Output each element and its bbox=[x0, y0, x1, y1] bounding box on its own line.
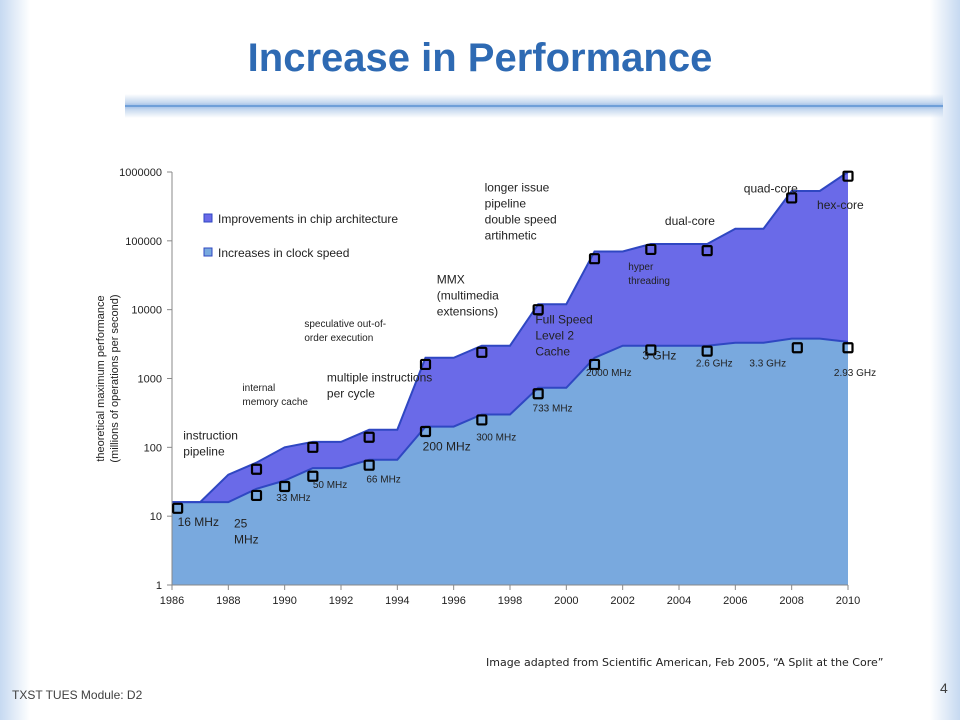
x-tick-label: 1998 bbox=[498, 595, 522, 607]
annotation-label: pipeline bbox=[485, 197, 527, 211]
annotation-label: per cycle bbox=[327, 387, 375, 401]
annotation-label: Level 2 bbox=[535, 328, 574, 342]
x-tick-label: 2000 bbox=[554, 595, 578, 607]
annotation-label: 200 MHz bbox=[423, 439, 471, 453]
legend-entry: Increases in clock speed bbox=[218, 246, 349, 260]
annotation-label: MMX bbox=[437, 272, 465, 286]
data-marker bbox=[476, 414, 488, 426]
clock-speed-area bbox=[172, 338, 848, 585]
y-tick-label: 10 bbox=[150, 511, 162, 523]
legend-swatch bbox=[203, 247, 213, 257]
annotation-label: 3 GHz bbox=[642, 348, 676, 362]
annotation-label: 2000 MHz bbox=[586, 368, 632, 379]
annotation-label: hyper bbox=[628, 262, 654, 273]
architecture-boundary-line bbox=[172, 171, 849, 504]
clock-speed-boundary-line bbox=[172, 337, 849, 504]
annotation-label: pipeline bbox=[183, 444, 225, 458]
data-marker bbox=[701, 345, 713, 357]
annotation-label: instruction bbox=[183, 428, 238, 442]
y-tick-label: 100000 bbox=[125, 236, 162, 248]
annotation-label: extensions) bbox=[437, 304, 498, 318]
legend-entry: Improvements in chip architecture bbox=[218, 212, 398, 226]
data-marker bbox=[588, 253, 601, 265]
annotation-label: 25 bbox=[234, 517, 248, 531]
data-marker bbox=[842, 342, 854, 354]
annotation-label: artihmetic bbox=[485, 229, 537, 243]
data-marker bbox=[791, 342, 803, 354]
annotation-label: Cache bbox=[535, 344, 570, 358]
x-tick-label: 2004 bbox=[667, 595, 691, 607]
annotation-label: 2.6 GHz bbox=[696, 358, 733, 369]
data-marker bbox=[172, 502, 184, 514]
x-tick-label: 1990 bbox=[272, 595, 296, 607]
x-tick-label: 1994 bbox=[385, 595, 409, 607]
data-marker bbox=[645, 344, 657, 356]
annotation-label: multiple instructions bbox=[327, 371, 432, 385]
x-tick-label: 2006 bbox=[723, 595, 747, 607]
annotation-label: 300 MHz bbox=[476, 433, 516, 444]
annotation-label: 3.3 GHz bbox=[749, 358, 786, 369]
data-marker bbox=[786, 192, 798, 204]
title-divider bbox=[125, 94, 943, 118]
data-marker bbox=[307, 470, 319, 482]
y-tick-label: 1 bbox=[156, 580, 162, 592]
y-tick-label: 100 bbox=[144, 442, 162, 454]
annotation-label: MHz bbox=[234, 533, 259, 547]
data-marker bbox=[842, 170, 854, 182]
y-tick-label: 1000 bbox=[138, 374, 162, 386]
annotation-label: 33 MHz bbox=[276, 493, 310, 504]
annotation-label: threading bbox=[628, 276, 670, 287]
data-marker bbox=[645, 243, 657, 256]
data-marker bbox=[588, 358, 601, 371]
x-tick-label: 1996 bbox=[441, 595, 465, 607]
x-tick-label: 2010 bbox=[836, 595, 860, 607]
annotation-label: 2.93 GHz bbox=[834, 368, 876, 379]
y-tick-label: 1000000 bbox=[119, 167, 162, 179]
data-marker bbox=[476, 346, 488, 358]
slide-title: Increase in Performance bbox=[247, 36, 713, 80]
annotation-label: speculative out-of- bbox=[304, 319, 386, 330]
right-edge-gradient bbox=[930, 0, 960, 720]
data-marker bbox=[419, 425, 432, 438]
annotation-label: order execution bbox=[304, 333, 373, 344]
y-axis-label: (millions of operations per second) bbox=[109, 294, 121, 462]
footer-module-label: TXST TUES Module: D2 bbox=[12, 688, 143, 702]
left-edge-gradient bbox=[0, 0, 30, 720]
annotation-label: longer issue bbox=[485, 181, 550, 195]
annotation-label: memory cache bbox=[242, 397, 308, 408]
data-marker bbox=[419, 358, 432, 371]
x-tick-label: 2008 bbox=[779, 595, 803, 607]
x-tick-label: 1986 bbox=[160, 595, 184, 607]
data-marker bbox=[701, 245, 713, 257]
annotation-label: quad-core bbox=[744, 182, 798, 196]
annotation-label: internal bbox=[242, 383, 275, 394]
data-marker bbox=[532, 388, 544, 400]
data-marker bbox=[307, 441, 319, 453]
data-marker bbox=[363, 459, 375, 471]
page-number: 4 bbox=[940, 680, 948, 696]
annotation-label: dual-core bbox=[665, 214, 715, 228]
x-tick-label: 1988 bbox=[216, 595, 240, 607]
annotation-label: 50 MHz bbox=[313, 480, 347, 491]
y-axis-label: theoretical maximum performance bbox=[95, 295, 107, 461]
annotation-label: double speed bbox=[485, 213, 557, 227]
x-tick-label: 1992 bbox=[329, 595, 353, 607]
image-credit: Image adapted from Scientific American, … bbox=[486, 656, 884, 669]
annotation-label: hex-core bbox=[817, 198, 864, 212]
data-marker bbox=[250, 489, 263, 502]
data-marker bbox=[363, 431, 375, 443]
x-tick-label: 2002 bbox=[610, 595, 634, 607]
data-marker bbox=[532, 304, 544, 316]
annotation-label: 16 MHz bbox=[178, 515, 219, 529]
annotation-label: (multimedia bbox=[437, 288, 499, 302]
legend-swatch bbox=[203, 213, 213, 223]
annotation-label: 66 MHz bbox=[366, 474, 400, 485]
data-marker bbox=[250, 463, 263, 475]
data-marker bbox=[279, 480, 291, 493]
annotation-label: 733 MHz bbox=[533, 404, 573, 415]
y-tick-label: 10000 bbox=[131, 305, 162, 317]
annotation-label: Full Speed bbox=[535, 312, 592, 326]
